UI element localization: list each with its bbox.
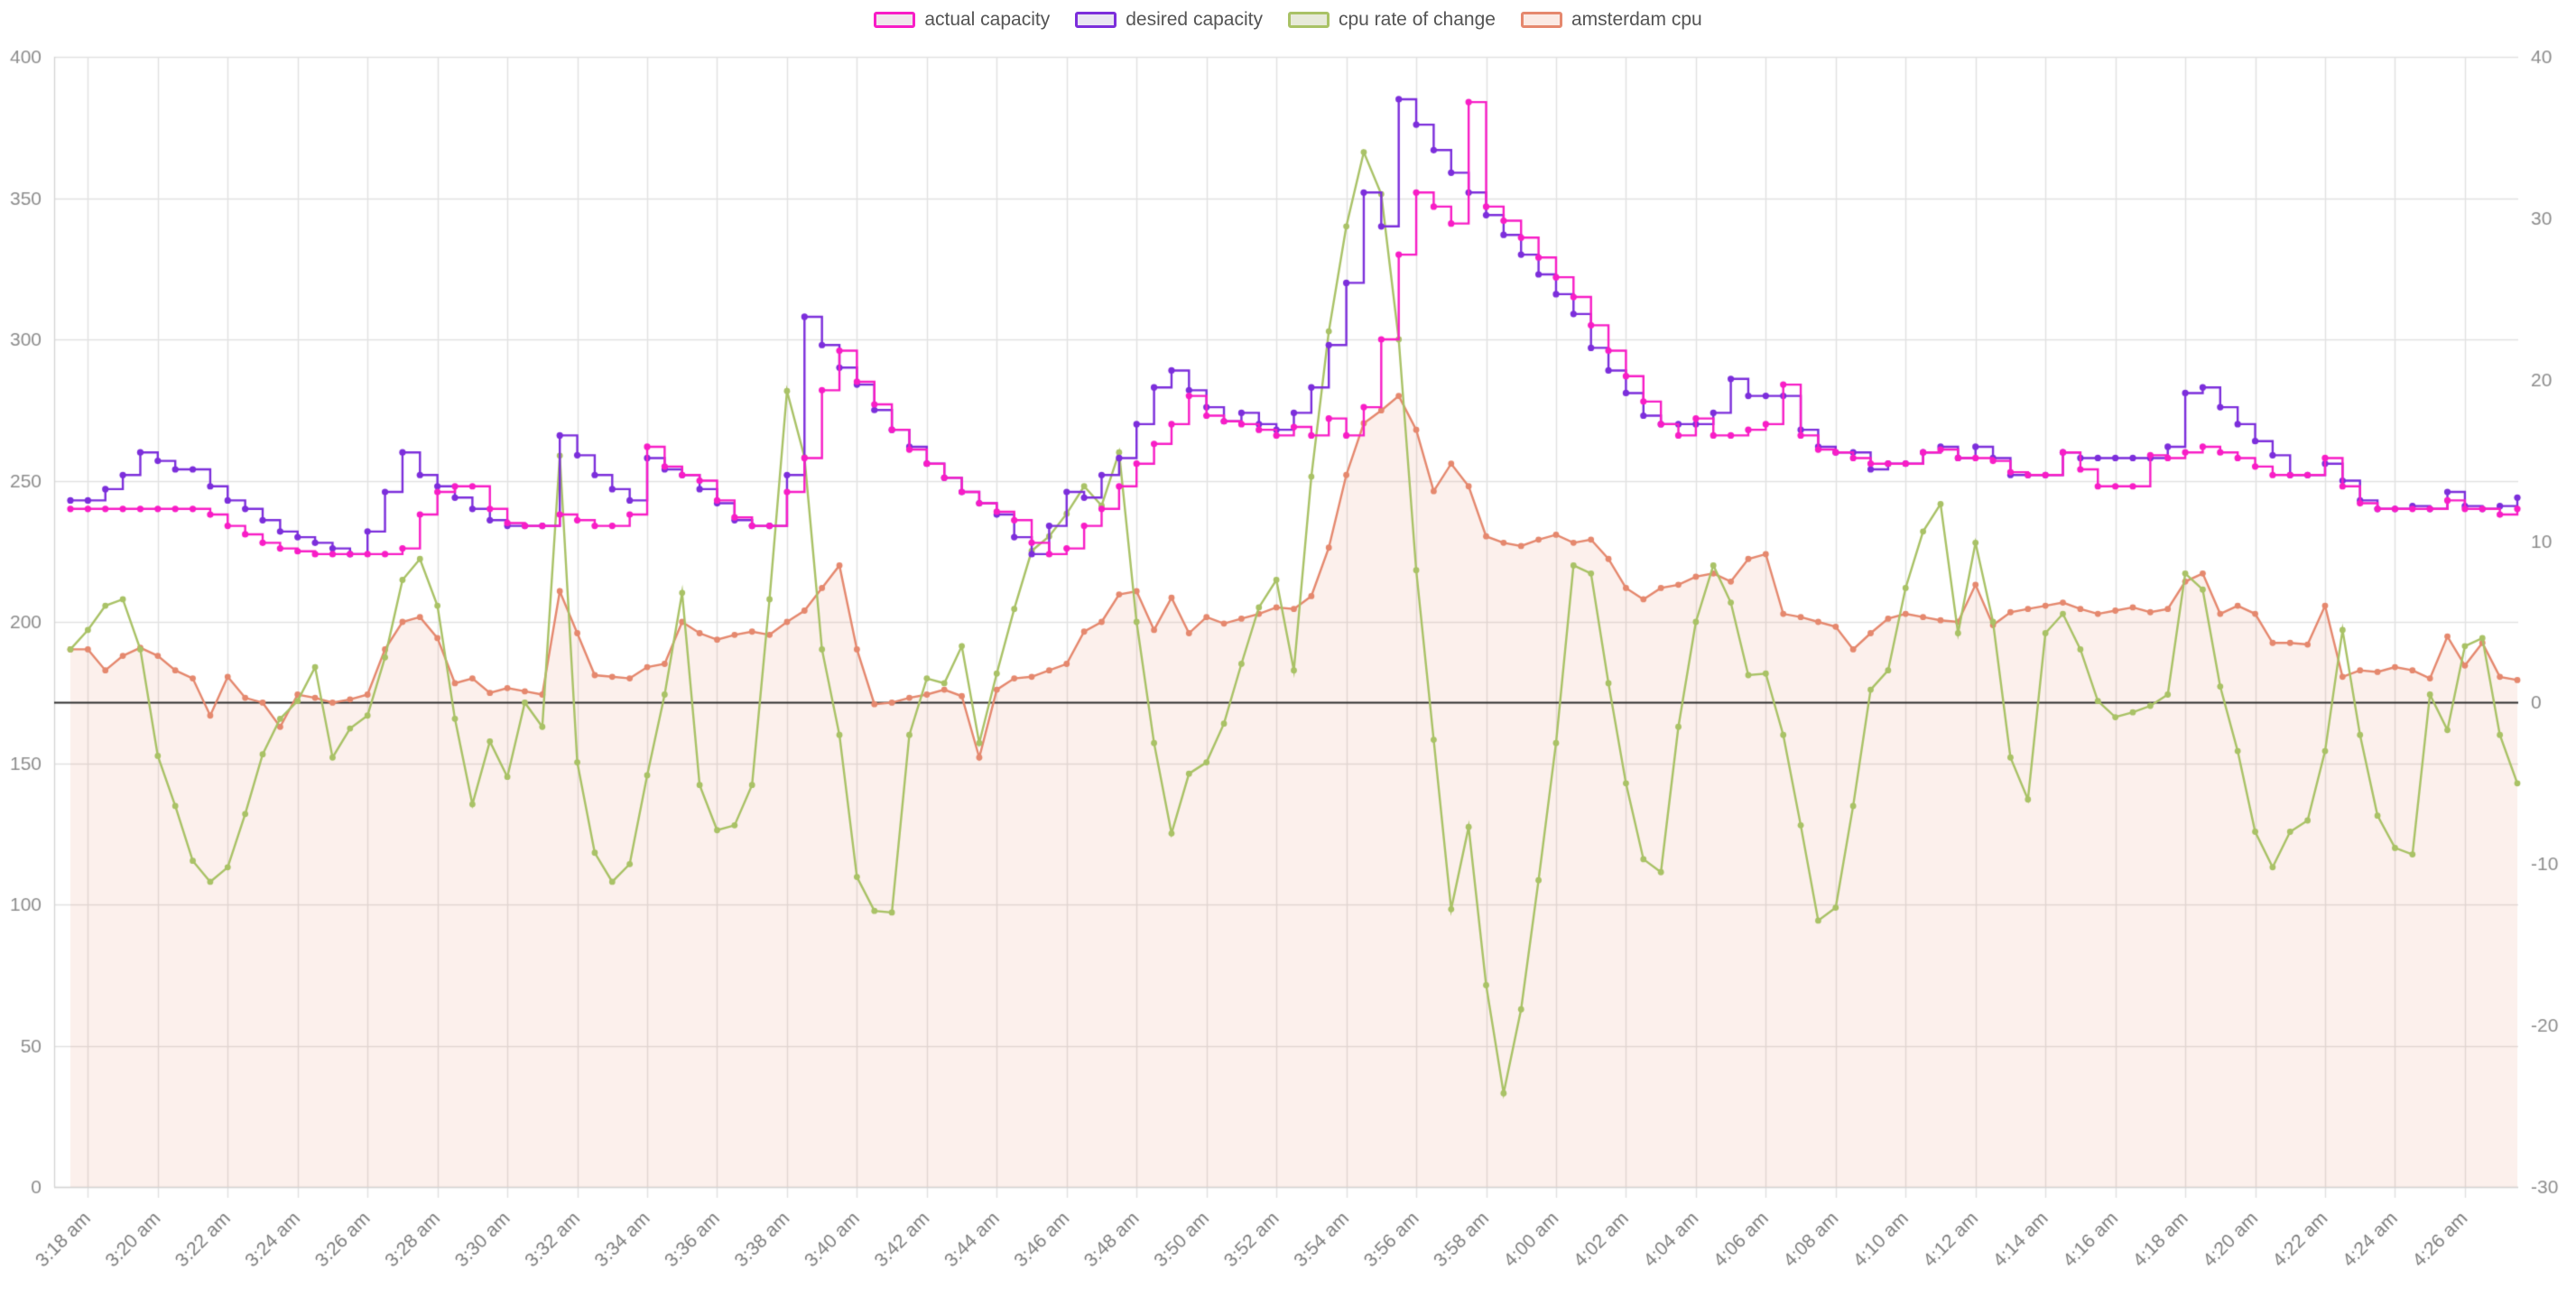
legend-swatch-actual-capacity-icon <box>874 12 916 28</box>
legend-label: cpu rate of change <box>1338 9 1496 30</box>
legend-swatch-cpu-rate-icon <box>1287 12 1330 28</box>
legend-label: actual capacity <box>924 9 1051 30</box>
legend-item-actual-capacity[interactable]: actual capacity <box>874 9 1050 31</box>
legend-swatch-amsterdam-cpu-icon <box>1520 12 1562 28</box>
legend-item-amsterdam-cpu[interactable]: amsterdam cpu <box>1520 9 1702 31</box>
legend-item-desired-capacity[interactable]: desired capacity <box>1075 9 1263 31</box>
chart-legend: actual capacity desired capacity cpu rat… <box>0 9 2576 31</box>
legend-label: amsterdam cpu <box>1571 9 1702 30</box>
legend-label: desired capacity <box>1126 9 1263 30</box>
legend-swatch-desired-capacity-icon <box>1075 12 1117 28</box>
legend-item-cpu-rate-of-change[interactable]: cpu rate of change <box>1287 9 1496 31</box>
